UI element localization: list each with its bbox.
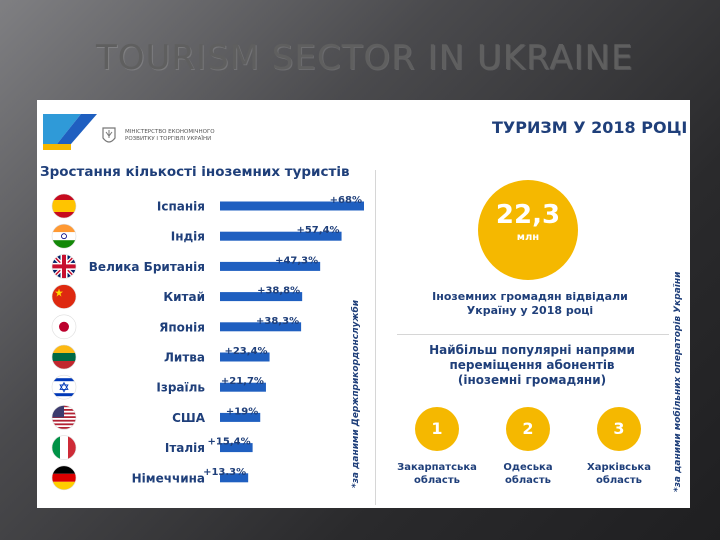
category-label: Ізраїль xyxy=(156,381,205,395)
spain-flag-icon xyxy=(51,193,77,219)
region-name-line1: Одеська xyxy=(503,462,553,473)
region-name-line2: область xyxy=(414,475,460,486)
visitors-caption-line2: Україну у 2018 році xyxy=(466,304,594,317)
ministry-logo-block: МІНІСТЕРСТВО ЕКОНОМІЧНОГО РОЗВИТКУ І ТОР… xyxy=(41,106,241,152)
category-label: Німеччина xyxy=(132,471,205,485)
value-label: +68% xyxy=(330,195,362,206)
bar xyxy=(220,201,364,211)
india-flag-icon xyxy=(51,223,77,249)
region-item: 2 Одеська область xyxy=(478,407,578,487)
category-label: Індія xyxy=(171,230,205,244)
chart-title: Зростання кількості іноземних туристів xyxy=(40,164,350,180)
category-label: Велика Британія xyxy=(89,260,205,274)
region-name-line2: область xyxy=(505,475,551,486)
category-label: Китай xyxy=(163,290,205,304)
value-label: +38,3% xyxy=(256,316,299,327)
bar xyxy=(220,292,303,302)
usa-flag-icon xyxy=(51,405,77,430)
region-rank-circle: 1 xyxy=(415,407,459,451)
region-name: Харківська область xyxy=(569,461,669,487)
bar xyxy=(220,443,253,453)
bar xyxy=(220,412,261,422)
summary-title: ТУРИЗМ У 2018 РОЦІ xyxy=(492,118,688,137)
visitors-caption: Іноземних громадян відвідали Україну у 2… xyxy=(425,290,635,318)
value-label: +57,4% xyxy=(296,225,339,236)
region-name-line1: Закарпатська xyxy=(397,462,477,473)
region-name: Одеська область xyxy=(478,461,578,487)
china-flag-icon xyxy=(51,284,77,309)
region-rank-circle: 3 xyxy=(597,407,641,451)
region-item: 3 Харківська область xyxy=(569,407,669,487)
value-label: +47,3% xyxy=(275,255,318,266)
region-rank-circle: 2 xyxy=(506,407,550,451)
chart-source-note: *за даними Держприкордонслужби xyxy=(351,299,361,488)
infographic-panel: МІНІСТЕРСТВО ЕКОНОМІЧНОГО РОЗВИТКУ І ТОР… xyxy=(37,100,690,508)
bar-chart: Іспанія +68% Індія +57,4% Велика Британія +47… xyxy=(51,193,364,491)
bar xyxy=(220,473,249,483)
ministry-logo-icon xyxy=(43,114,116,150)
bar xyxy=(220,322,302,332)
italy-flag-icon xyxy=(51,435,77,460)
lithuania-flag-icon xyxy=(51,344,77,370)
category-label: Литва xyxy=(164,351,205,365)
bar xyxy=(220,382,266,392)
category-label: Італія xyxy=(165,441,205,455)
slide-title: TOURISM SECTOR IN UKRAINE xyxy=(96,38,634,78)
value-label: +13.3% xyxy=(203,467,246,478)
directions-title-line2: переміщення абонентів xyxy=(449,358,615,372)
japan-flag-icon xyxy=(51,314,77,340)
directions-title-line3: (іноземні громадяни) xyxy=(457,373,607,387)
category-label: Японія xyxy=(159,320,205,334)
uk-flag-icon xyxy=(51,254,77,279)
visitors-caption-line1: Іноземних громадян відвідали xyxy=(432,290,628,303)
bar xyxy=(220,231,342,241)
directions-source-note: *за даними мобільних операторів України xyxy=(673,271,683,492)
value-label: +21,7% xyxy=(221,376,264,387)
category-label: Іспанія xyxy=(157,200,205,214)
region-name-line1: Харківська xyxy=(587,462,651,473)
value-label: +19% xyxy=(226,406,258,417)
category-label: США xyxy=(172,411,206,425)
directions-title-line1: Найбільш популярні напрями xyxy=(429,343,635,357)
visitors-unit: млн xyxy=(516,232,540,243)
bar xyxy=(220,352,270,362)
region-item: 1 Закарпатська область xyxy=(387,407,487,487)
visitors-value: 22,3 xyxy=(495,200,561,230)
value-label: +15,4% xyxy=(208,437,251,448)
germany-flag-icon xyxy=(51,465,77,491)
israel-flag-icon xyxy=(51,374,77,400)
bar xyxy=(220,261,321,271)
value-label: +23,4% xyxy=(224,346,267,357)
vertical-divider xyxy=(375,170,376,505)
value-label: +38,8% xyxy=(257,286,300,297)
region-name: Закарпатська область xyxy=(387,461,487,487)
horizontal-divider xyxy=(397,334,669,335)
directions-title: Найбільш популярні напрями переміщення а… xyxy=(407,343,657,388)
region-name-line2: область xyxy=(596,475,642,486)
visitors-circle: 22,3 млн xyxy=(478,180,578,280)
ministry-name: МІНІСТЕРСТВО ЕКОНОМІЧНОГО РОЗВИТКУ І ТОР… xyxy=(125,129,215,142)
